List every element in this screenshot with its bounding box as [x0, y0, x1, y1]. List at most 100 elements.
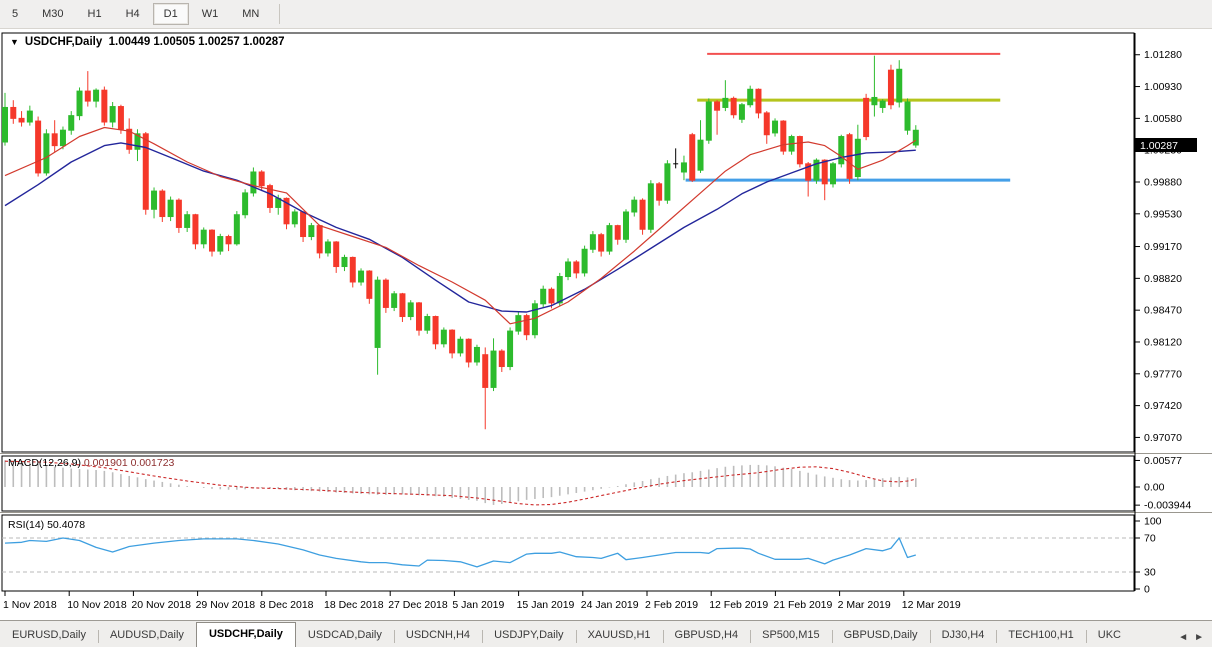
chart-tab-usdchf[interactable]: USDCHF,Daily: [195, 622, 296, 647]
chart-tab-dj30[interactable]: DJ30,H4: [930, 624, 998, 647]
candle-body: [242, 192, 249, 216]
candle-body: [291, 211, 298, 225]
candle-body: [738, 104, 745, 120]
macd-panel-frame[interactable]: [1, 455, 1135, 512]
candle-body: [184, 214, 191, 228]
chart-tab-gbpusd[interactable]: GBPUSD,H4: [663, 624, 752, 647]
macd-axis-tick-label: -0.003944: [1144, 500, 1191, 512]
timeframe-button-h1[interactable]: H1: [87, 8, 102, 20]
tab-separator: [575, 630, 577, 643]
candle-body: [904, 101, 911, 131]
tabs-scroll-left-icon[interactable]: ◄: [1178, 632, 1189, 643]
candle-body: [515, 315, 522, 332]
tab-separator: [97, 630, 99, 643]
chart-dropdown-icon[interactable]: ▼: [10, 37, 19, 47]
tabs-scroll-right-icon[interactable]: ►: [1194, 632, 1204, 643]
rsi-axis-tick-label: 0: [1144, 584, 1150, 596]
current-price-value: 1.00287: [1140, 140, 1178, 152]
candle-body: [374, 279, 381, 348]
date-axis-label: 21 Feb 2019: [773, 599, 832, 611]
candle-body: [838, 136, 845, 165]
date-axis-label: 24 Jan 2019: [581, 599, 639, 611]
chart-tab-tech100[interactable]: TECH100,H1: [996, 624, 1087, 647]
chart-tab-usdcad[interactable]: USDCAD,Daily: [296, 624, 395, 647]
timeframe-button-h4[interactable]: H4: [125, 8, 140, 20]
timeframe-button-m30[interactable]: M30: [42, 8, 64, 20]
price-chart-canvas[interactable]: 1.012801.009301.005801.002300.998800.995…: [0, 29, 1212, 618]
candle-body: [796, 136, 803, 165]
candle-body: [349, 256, 356, 283]
price-axis-tick-label: 0.99170: [1144, 241, 1182, 253]
candle-body: [10, 106, 17, 119]
candle-body: [68, 115, 75, 131]
timeframe-toolbar: 5 M30 H1 H4 D1 W1 MN: [0, 0, 1212, 29]
date-axis-label: 2 Feb 2019: [645, 599, 698, 611]
chart-tab-audusd[interactable]: AUDUSD,Daily: [98, 624, 197, 647]
candle-body: [887, 69, 894, 106]
candle-body: [523, 315, 530, 336]
date-axis-label: 12 Feb 2019: [709, 599, 768, 611]
candle-body: [606, 225, 613, 252]
candle-body: [200, 229, 207, 245]
candle-body: [457, 338, 464, 354]
candle-body: [821, 159, 828, 185]
candle-body: [26, 110, 33, 123]
candle-body: [109, 106, 116, 123]
rsi-panel-frame[interactable]: [1, 514, 1135, 592]
chart-tab-gbpusd[interactable]: GBPUSD,Daily: [832, 624, 931, 647]
candle-body: [705, 101, 712, 141]
candle-body: [175, 199, 182, 228]
timeframe-button-d1[interactable]: D1: [152, 3, 189, 25]
candle-body: [813, 159, 820, 181]
chart-tab-usdjpy[interactable]: USDJPY,Daily: [482, 624, 577, 647]
chart-tab-sp500[interactable]: SP500,M15: [750, 624, 833, 647]
candle-body: [772, 120, 779, 134]
chart-tab-xauusd[interactable]: XAUUSD,H1: [576, 624, 664, 647]
macd-values: 0.001901 0.001723: [83, 457, 175, 469]
candle-body: [896, 68, 903, 103]
timeframe-button-5[interactable]: 5: [12, 8, 19, 20]
candle-body: [879, 100, 886, 108]
timeframe-button-mn[interactable]: MN: [242, 8, 260, 20]
current-price-box: [1135, 138, 1197, 152]
candle-body: [664, 163, 671, 201]
candle-body: [366, 270, 373, 299]
timeframe-button-w1[interactable]: W1: [201, 8, 219, 20]
candle-body: [507, 330, 514, 368]
candle-body: [382, 279, 389, 308]
date-axis-label: 1 Nov 2018: [3, 599, 57, 611]
chart-tab-usdcnh[interactable]: USDCNH,H4: [394, 624, 484, 647]
candle-body: [548, 288, 555, 304]
candle-body: [647, 183, 654, 230]
candle-body: [358, 270, 365, 283]
candle-body: [565, 261, 572, 278]
candle-body: [233, 214, 240, 245]
candle-body: [266, 185, 273, 208]
candle-body: [614, 225, 621, 240]
candle-body: [51, 133, 58, 147]
candle-body: [440, 329, 447, 345]
chart-title: ▼ USDCHF,Daily 1.00449 1.00505 1.00257 1.…: [10, 36, 285, 48]
candle-body: [556, 276, 563, 304]
macd-name: MACD(12,26,9): [8, 457, 81, 469]
tab-separator: [996, 630, 998, 643]
rsi-axis-tick-label: 70: [1144, 533, 1156, 545]
candle-body: [151, 190, 158, 210]
price-axis-tick-label: 1.01280: [1144, 49, 1182, 61]
date-axis-label: 27 Dec 2018: [388, 599, 448, 611]
rsi-name: RSI(14) 50.4078: [8, 519, 86, 531]
candle-body: [399, 293, 406, 318]
candle-body: [780, 120, 787, 152]
candle-body: [126, 128, 133, 150]
chart-tab-eurusd[interactable]: EURUSD,Daily: [0, 624, 99, 647]
chart-tab-ukc[interactable]: UKC: [1097, 629, 1122, 641]
tab-separator: [750, 630, 752, 643]
candle-body: [714, 101, 721, 111]
candle-body: [2, 106, 8, 143]
price-axis-tick-label: 0.98820: [1144, 273, 1182, 285]
date-axis-label: 29 Nov 2018: [196, 599, 256, 611]
candle-body: [763, 112, 770, 136]
price-panel-frame[interactable]: [1, 32, 1135, 453]
price-axis-tick-label: 0.99530: [1144, 208, 1182, 220]
candle-body: [449, 329, 456, 354]
